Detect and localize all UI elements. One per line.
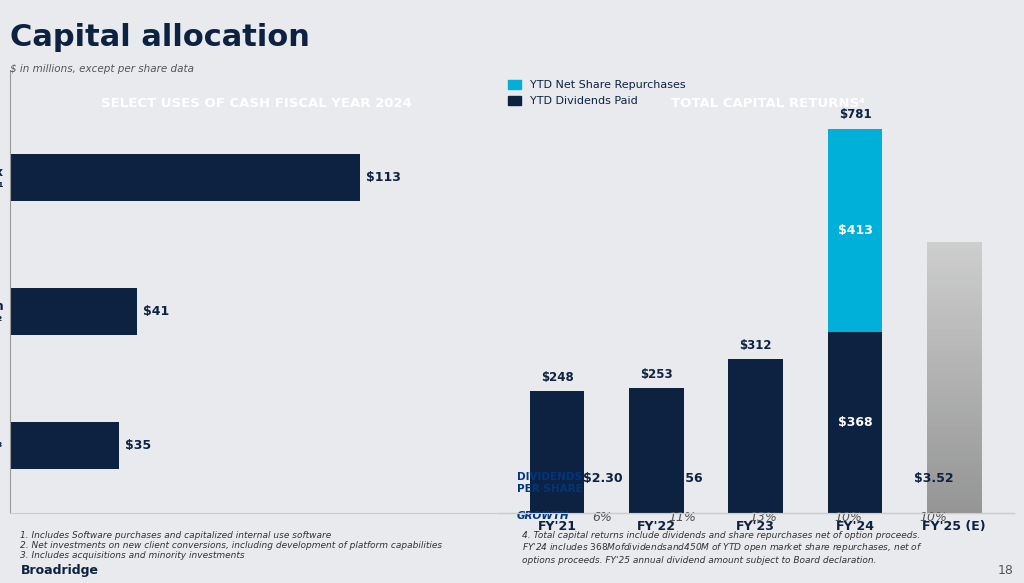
Text: $368: $368 [838,416,872,429]
Bar [927,475,981,480]
Text: TOTAL CAPITAL RETURNS⁴: TOTAL CAPITAL RETURNS⁴ [671,97,865,110]
Text: $248: $248 [541,371,573,384]
Text: $41: $41 [143,305,170,318]
Bar [927,296,981,302]
Text: $253: $253 [640,368,673,381]
Text: 11%: 11% [669,511,696,524]
Text: 18: 18 [997,564,1014,577]
Bar [927,291,981,296]
Bar [927,426,981,432]
Bar [927,334,981,340]
Bar [927,502,981,508]
Text: $2.30: $2.30 [583,472,623,485]
Bar [10,423,119,469]
Bar [927,312,981,318]
Text: $ in millions, except per share data: $ in millions, except per share data [10,64,195,74]
Bar [927,410,981,416]
Bar [927,243,981,248]
Bar [927,416,981,421]
Bar [10,288,137,335]
Bar [927,340,981,345]
Bar [927,394,981,399]
Bar [927,350,981,356]
Bar [927,378,981,383]
Text: GROWTH: GROWTH [517,511,569,521]
Bar [927,437,981,442]
Text: SELECT USES OF CASH FISCAL YEAR 2024: SELECT USES OF CASH FISCAL YEAR 2024 [100,97,412,110]
Text: 1. Includes Software purchases and capitalized internal use software
2. Net inve: 1. Includes Software purchases and capit… [20,531,442,560]
Text: $113: $113 [367,171,401,184]
Text: $312: $312 [739,339,772,352]
Text: Broadridge: Broadridge [20,564,98,577]
Text: 6%: 6% [592,511,612,524]
Bar [10,154,360,201]
Bar [927,432,981,437]
Bar [927,372,981,378]
Bar [927,470,981,475]
Text: 4. Total capital returns include dividends and share repurchases net of option p: 4. Total capital returns include dividen… [522,531,923,565]
Bar [827,128,883,332]
Bar [629,388,684,513]
Bar [927,253,981,258]
Text: $413: $413 [838,224,872,237]
Text: DIVIDENDS
PER SHARE: DIVIDENDS PER SHARE [517,472,583,494]
Bar [927,508,981,513]
Bar [927,307,981,312]
Bar [927,421,981,426]
Bar [927,497,981,502]
Bar [927,464,981,470]
Text: $2.56: $2.56 [663,472,702,485]
Bar [827,332,883,513]
Bar [927,280,981,286]
Text: 10%: 10% [835,511,862,524]
Bar [927,318,981,324]
Text: $35: $35 [125,440,151,452]
Text: $3.20: $3.20 [828,472,868,485]
Text: $781: $781 [839,108,871,121]
Text: 13%: 13% [749,511,777,524]
Bar [927,264,981,269]
Bar [927,248,981,253]
Bar [927,329,981,334]
Bar [927,388,981,394]
Legend: YTD Net Share Repurchases, YTD Dividends Paid: YTD Net Share Repurchases, YTD Dividends… [503,76,690,111]
Bar [927,383,981,388]
Bar [927,324,981,329]
Bar [927,486,981,491]
Bar [927,480,981,486]
Text: 10%: 10% [920,511,947,524]
Bar [927,258,981,264]
Bar [728,360,783,513]
Bar [927,442,981,448]
Bar [927,448,981,454]
Bar [927,302,981,307]
Bar [529,391,585,513]
Bar [927,356,981,361]
Bar [927,405,981,410]
Bar [927,491,981,497]
Bar [927,269,981,275]
Bar [927,454,981,459]
Bar [927,286,981,291]
Text: $3.52: $3.52 [913,472,953,485]
Text: $2.90: $2.90 [743,472,782,485]
Bar [927,361,981,367]
Bar [927,459,981,464]
Text: Capital allocation: Capital allocation [10,23,310,52]
Bar [927,399,981,405]
Bar [927,367,981,372]
Bar [927,275,981,280]
Bar [927,345,981,350]
